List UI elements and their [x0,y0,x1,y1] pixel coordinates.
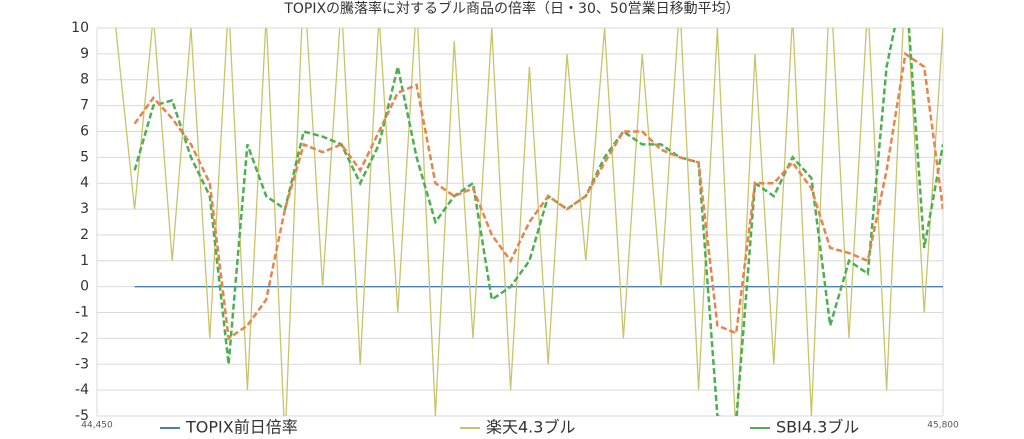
y-tick-label: 1 [80,253,89,269]
chart-title: TOPIXの騰落率に対するブル商品の倍率（日・30、50営業日移動平均） [283,0,739,17]
legend-label: TOPIX前日倍率 [185,418,298,437]
series-line [115,28,943,416]
y-tick-label: 3 [80,201,89,217]
y-tick-label: -1 [75,305,89,321]
legend-label: SBI4.3ブル [776,418,859,437]
y-tick-label: -5 [75,408,89,424]
y-tick-label: 6 [80,123,89,139]
y-tick-label: -2 [75,330,89,346]
legend-label: 楽天4.3ブル [486,418,575,437]
y-tick-label: 7 [80,98,89,114]
x-tick-label: 45,800 [927,421,959,431]
y-tick-label: 2 [80,227,89,243]
y-tick-label: 5 [80,149,89,165]
y-tick-label: -4 [75,382,89,398]
y-tick-label: -3 [75,356,89,372]
series-line [133,51,943,341]
y-tick-label: 4 [80,175,89,191]
y-tick-label: 10 [71,20,89,36]
y-tick-label: 0 [80,279,89,295]
series-line [133,28,943,416]
x-tick-label: 44,450 [81,421,113,431]
y-tick-label: 9 [80,46,89,62]
plot-area [115,28,943,416]
y-tick-label: 8 [80,72,89,88]
